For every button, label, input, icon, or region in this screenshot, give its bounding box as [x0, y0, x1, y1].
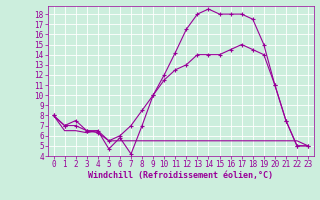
X-axis label: Windchill (Refroidissement éolien,°C): Windchill (Refroidissement éolien,°C): [88, 171, 273, 180]
